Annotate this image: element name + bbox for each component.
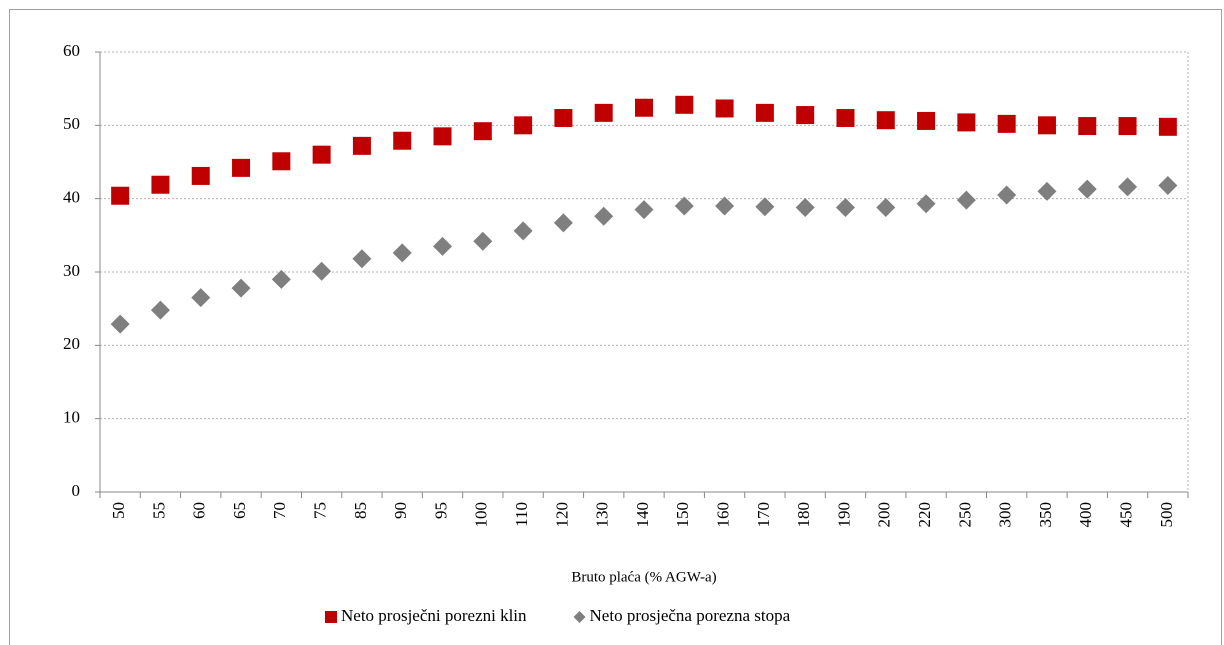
marker-square — [997, 114, 1016, 133]
marker-square — [232, 158, 251, 177]
marker-diamond — [715, 196, 735, 216]
marker-diamond — [1118, 177, 1138, 197]
legend-marker — [573, 611, 586, 623]
x-tick-label: 75 — [311, 502, 330, 519]
x-tick-label: 70 — [270, 502, 289, 519]
x-tick-label: 90 — [391, 502, 410, 519]
marker-diamond — [997, 185, 1017, 205]
marker-square — [352, 136, 371, 155]
x-tick-label: 130 — [593, 502, 612, 528]
x-tick-label: 220 — [915, 502, 934, 528]
marker-diamond — [956, 190, 976, 210]
x-tick-label: 450 — [1116, 502, 1135, 528]
marker-square — [111, 186, 130, 205]
y-tick-label: 40 — [63, 188, 80, 207]
x-tick-label: 50 — [109, 502, 128, 519]
marker-square — [1118, 117, 1137, 136]
legend-label: Neto prosječni porezni klin — [341, 606, 527, 625]
x-tick-label: 110 — [512, 502, 531, 527]
marker-diamond — [1158, 175, 1178, 195]
marker-diamond — [674, 196, 694, 216]
marker-square — [876, 111, 895, 130]
marker-diamond — [271, 269, 291, 289]
marker-square — [594, 103, 613, 122]
x-tick-label: 500 — [1157, 502, 1176, 528]
marker-square — [433, 127, 452, 146]
x-tick-label: 160 — [713, 502, 732, 528]
marker-diamond — [513, 221, 533, 241]
marker-square — [1037, 116, 1056, 135]
marker-square — [1078, 117, 1097, 136]
marker-diamond — [634, 200, 654, 220]
marker-diamond — [1077, 179, 1097, 199]
marker-square — [514, 116, 533, 135]
marker-diamond — [835, 197, 855, 217]
marker-diamond — [473, 231, 493, 251]
marker-square — [635, 98, 653, 117]
marker-diamond — [150, 300, 170, 320]
marker-square — [1158, 117, 1177, 136]
marker-square — [796, 106, 815, 125]
x-tick-label: 180 — [794, 502, 813, 528]
marker-diamond — [594, 206, 614, 226]
x-tick-label: 190 — [834, 502, 853, 528]
marker-diamond — [231, 278, 251, 298]
marker-diamond — [191, 288, 211, 308]
y-tick-label: 50 — [63, 114, 80, 133]
y-tick-label: 60 — [63, 41, 80, 60]
y-tick-label: 20 — [63, 334, 80, 353]
marker-square — [957, 113, 976, 132]
y-tick-label: 30 — [63, 261, 80, 280]
x-tick-label: 85 — [351, 502, 370, 519]
x-tick-label: 300 — [996, 502, 1015, 528]
marker-square — [151, 175, 170, 194]
marker-square — [191, 166, 210, 185]
marker-diamond — [352, 249, 372, 269]
x-tick-label: 120 — [552, 502, 571, 528]
x-tick-label: 250 — [955, 502, 974, 528]
marker-diamond — [553, 213, 573, 233]
x-tick-label: 60 — [190, 502, 209, 519]
x-tick-label: 350 — [1036, 502, 1055, 528]
chart-frame — [9, 9, 1222, 645]
x-axis-title: Bruto plaća (% AGW-a) — [571, 569, 716, 585]
y-tick-label: 10 — [63, 408, 80, 427]
marker-diamond — [916, 194, 936, 214]
x-tick-label: 150 — [673, 502, 692, 528]
marker-diamond — [795, 197, 815, 217]
marker-square — [312, 145, 331, 164]
x-tick-label: 65 — [230, 502, 249, 519]
marker-diamond — [1037, 181, 1057, 201]
x-tick-label: 95 — [431, 502, 450, 519]
y-tick-label: 0 — [72, 481, 81, 500]
marker-square — [675, 95, 694, 114]
x-tick-label: 100 — [472, 502, 491, 528]
x-tick-label: 55 — [149, 502, 168, 519]
x-tick-label: 140 — [633, 502, 652, 528]
marker-diamond — [755, 197, 775, 217]
x-tick-label: 200 — [875, 502, 894, 528]
marker-diamond — [433, 236, 453, 256]
legend-marker — [325, 611, 337, 623]
marker-diamond — [392, 243, 412, 263]
marker-square — [473, 122, 492, 141]
marker-diamond — [312, 261, 332, 281]
marker-square — [917, 111, 936, 130]
marker-diamond — [876, 197, 896, 217]
marker-diamond — [110, 314, 130, 334]
marker-square — [715, 99, 734, 118]
marker-square — [554, 109, 573, 127]
marker-square — [755, 103, 774, 122]
marker-square — [393, 131, 412, 150]
marker-square — [272, 152, 291, 171]
marker-square — [836, 109, 855, 127]
x-tick-label: 400 — [1076, 502, 1095, 528]
legend-label: Neto prosječna porezna stopa — [590, 606, 791, 625]
x-tick-label: 170 — [754, 502, 773, 528]
